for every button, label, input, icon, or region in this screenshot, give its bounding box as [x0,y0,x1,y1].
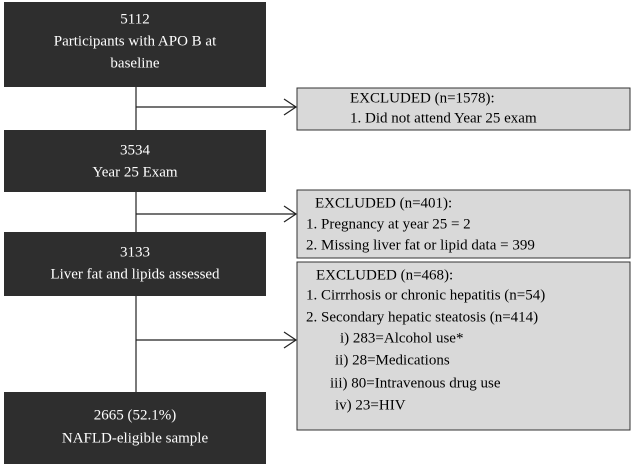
step-label: NAFLD-eligible sample [62,430,209,446]
excluded-title: EXCLUDED (n=468): [316,267,453,283]
step-label: Liver fat and lipids assessed [50,266,220,282]
excluded-subitem: ii) 28=Medications [335,352,450,368]
step-box [4,130,266,192]
step-count: 3133 [120,244,150,260]
excluded-subitem: iv) 23=HIV [335,397,406,413]
step-box [4,2,266,87]
excluded-item: 1. Did not attend Year 25 exam [350,110,537,126]
excluded-box [296,189,631,259]
step-count: 3534 [120,142,151,158]
step-count: 2665 (52.1%) [94,407,177,423]
excluded-box [296,87,631,131]
step-label: Year 25 Exam [92,164,177,180]
excluded-item: 1. Cirrrhosis or chronic hepatitis (n=54… [306,287,545,303]
step-label: Participants with APO B at [54,33,217,49]
step-count: 5112 [120,11,149,27]
step-box [4,232,266,296]
excluded-box [296,261,631,431]
step-box [4,392,266,464]
excluded-item: 2. Missing liver fat or lipid data = 399 [306,237,535,253]
connectors [135,87,298,392]
arrow-head [283,98,298,116]
excluded-item: 2. Secondary hepatic steatosis (n=414) [306,309,538,325]
arrow-head [283,331,298,349]
excluded-title: EXCLUDED (n=401): [315,195,452,211]
excluded-subitem: i) 283=Alcohol use* [340,330,463,346]
step-label: baseline [110,55,159,71]
arrow-head [283,205,298,223]
excluded-title: EXCLUDED (n=1578): [350,90,495,106]
excluded-item: 1. Pregnancy at year 25 = 2 [306,216,471,232]
excluded-subitem: iii) 80=Intravenous drug use [330,375,501,391]
